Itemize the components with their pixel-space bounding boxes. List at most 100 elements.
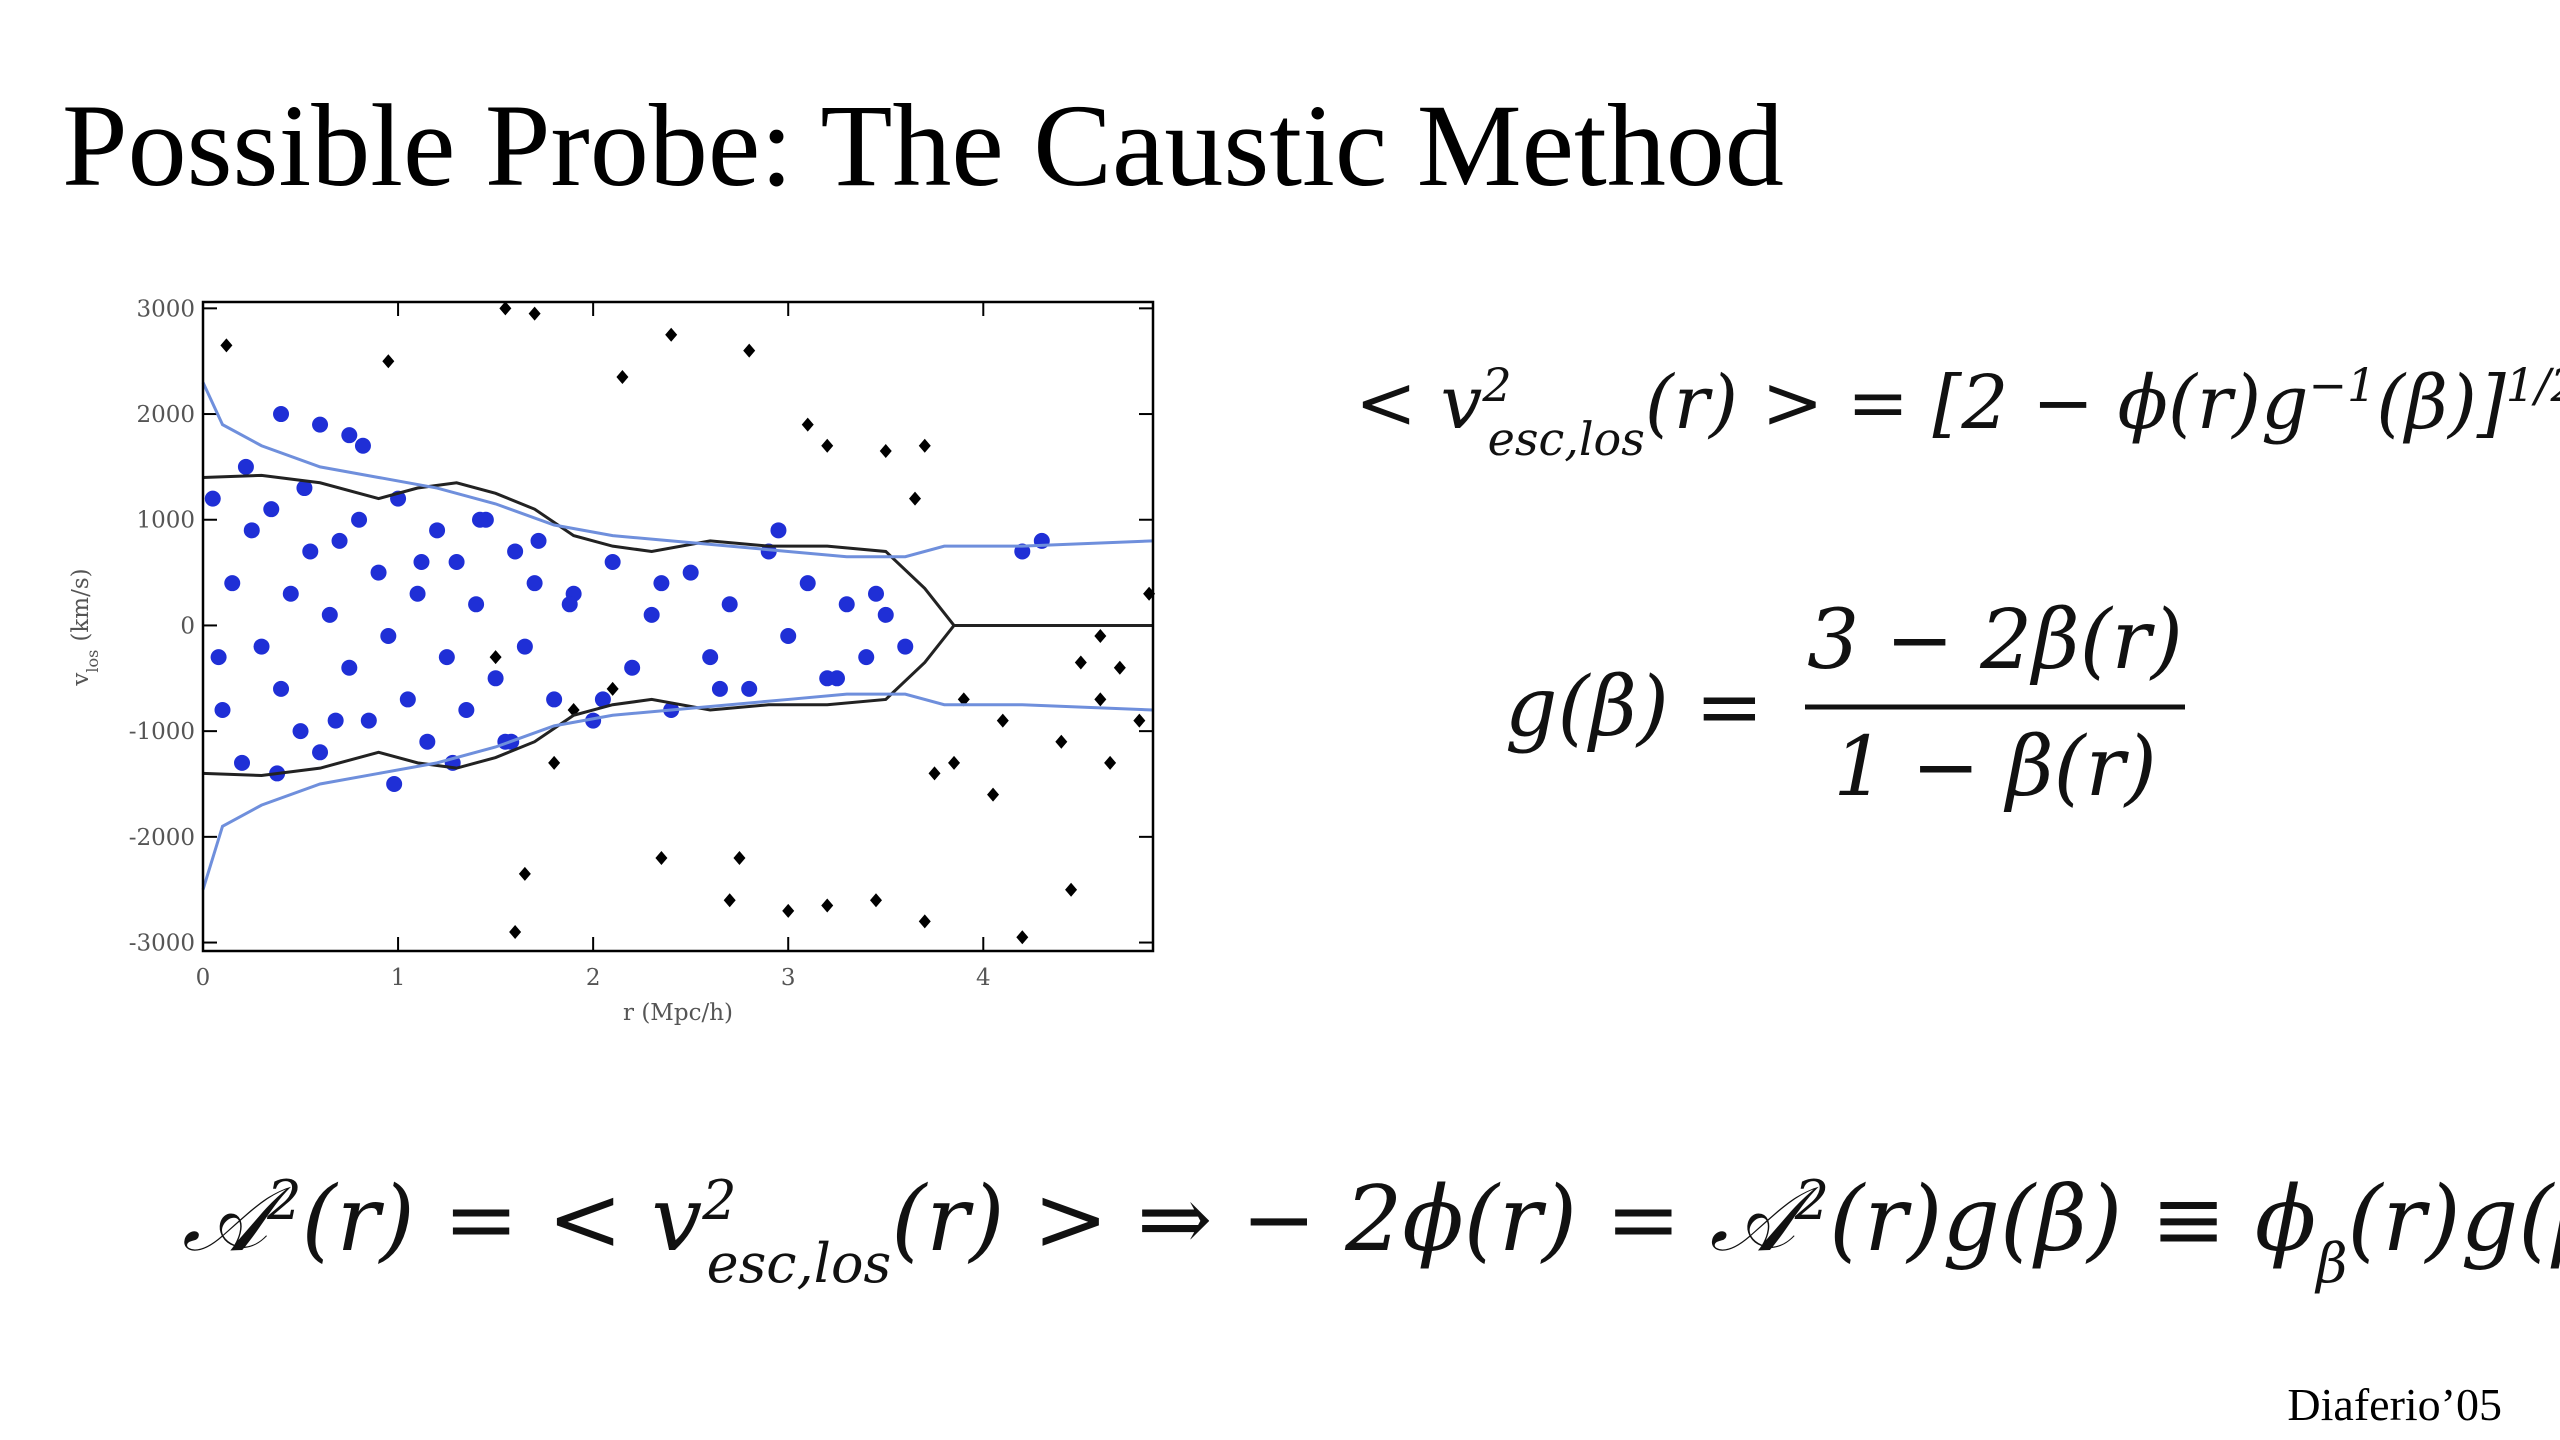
eq-part: (β)] <box>2376 360 2506 446</box>
member-point <box>653 575 670 592</box>
member-point <box>234 754 251 771</box>
member-point <box>858 649 875 666</box>
y-tick-label: 0 <box>180 613 195 639</box>
member-point <box>380 628 397 645</box>
eq-subscript: β <box>2314 1232 2347 1295</box>
galaxy-point <box>909 491 922 506</box>
galaxy-point <box>782 903 795 918</box>
galaxy-point <box>928 766 941 781</box>
y-label-subscript: los <box>83 650 102 673</box>
galaxy-point <box>918 438 931 453</box>
member-point <box>360 712 377 729</box>
y-tick-label: -1000 <box>129 719 195 745</box>
galaxy-point <box>869 893 882 908</box>
member-point <box>643 606 660 623</box>
member-point <box>386 775 403 792</box>
eq-subscript: esc,los <box>707 1232 892 1295</box>
galaxy-point <box>821 438 834 453</box>
member-point <box>438 649 455 666</box>
x-tick-label: 0 <box>196 965 211 991</box>
caustic-line <box>201 381 1154 559</box>
galaxy-point <box>987 787 1000 802</box>
galaxy-point <box>655 850 668 865</box>
x-axis-label: r (Mpc/h) <box>623 1000 733 1026</box>
eq-superscript: −1 <box>2308 358 2376 412</box>
member-point <box>253 638 270 655</box>
member-point <box>341 427 358 444</box>
y-tick-label: -3000 <box>129 931 195 957</box>
eq-part: (r) > = [2 − ϕ(r)g <box>1645 360 2309 446</box>
equation-g-denominator: 1 − β(r) <box>1833 720 2157 815</box>
galaxy-point <box>723 893 736 908</box>
member-point <box>312 744 329 761</box>
eq-part: (r)g(β) <box>2347 1167 2560 1272</box>
x-tick-label: 3 <box>781 965 796 991</box>
x-tick-label: 1 <box>391 965 406 991</box>
eq-part: < v <box>1355 360 1483 446</box>
member-point <box>472 511 489 528</box>
galaxy-point <box>1065 882 1078 897</box>
member-point <box>273 406 290 423</box>
galaxy-point <box>1055 734 1068 749</box>
member-point <box>561 596 578 613</box>
member-point <box>741 680 758 697</box>
member-point <box>458 702 475 719</box>
member-point <box>312 416 329 433</box>
galaxy-point <box>518 866 531 881</box>
member-point <box>214 702 231 719</box>
member-point <box>867 585 884 602</box>
y-label-symbol: v <box>68 673 94 687</box>
galaxy-point <box>1074 655 1087 670</box>
y-axis-label: vlos (km/s) <box>68 568 102 686</box>
y-tick-label: 2000 <box>136 402 195 428</box>
equation-g-lhs: g(β) = <box>1505 660 1764 755</box>
member-point <box>370 564 387 581</box>
galaxy-point <box>821 898 834 913</box>
slide-title: Possible Probe: The Caustic Method <box>62 80 1784 211</box>
member-point <box>204 490 221 507</box>
eq-superscript: 2 <box>266 1169 301 1232</box>
chart: -3000 -2000 -1000 0 1000 2000 3000 0 1 2 3 4 <box>129 296 1156 991</box>
eq-subscript: esc,los <box>1488 412 1645 466</box>
y-tick-label: 3000 <box>136 296 195 322</box>
member-point <box>780 628 797 645</box>
galaxy-point <box>1094 692 1107 707</box>
member-point <box>243 522 260 539</box>
member-point <box>237 458 254 475</box>
galaxy-point <box>996 713 1009 728</box>
galaxy-point <box>1016 930 1029 945</box>
member-point <box>546 691 563 708</box>
y-label-unit: (km/s) <box>68 568 94 641</box>
eq-part: (r)g(β) ≡ ϕ <box>1829 1167 2316 1272</box>
y-tick-label: -2000 <box>129 825 195 851</box>
member-point <box>341 659 358 676</box>
member-point <box>321 606 338 623</box>
member-point <box>721 596 738 613</box>
galaxy-point <box>733 850 746 865</box>
member-point <box>530 532 547 549</box>
caustic-line <box>201 692 1154 891</box>
y-tick-label: 1000 <box>136 508 195 534</box>
eq-superscript: 2 <box>1481 358 1511 412</box>
member-point <box>526 575 543 592</box>
eq-superscript: 1/2 <box>2506 358 2560 412</box>
member-point <box>516 638 533 655</box>
member-point <box>770 522 787 539</box>
galaxy-point <box>879 444 892 459</box>
galaxy-point <box>499 301 512 316</box>
member-point <box>413 554 430 571</box>
galaxy-point <box>1104 755 1117 770</box>
galaxy-point <box>948 755 961 770</box>
galaxy-point <box>528 306 541 321</box>
member-point <box>409 585 426 602</box>
galaxy-point <box>801 417 814 432</box>
galaxy-point <box>489 650 502 665</box>
galaxy-point <box>1113 660 1126 675</box>
member-point <box>419 733 436 750</box>
member-point <box>331 532 348 549</box>
eq-superscript: 2 <box>1794 1169 1829 1232</box>
member-point <box>282 585 299 602</box>
